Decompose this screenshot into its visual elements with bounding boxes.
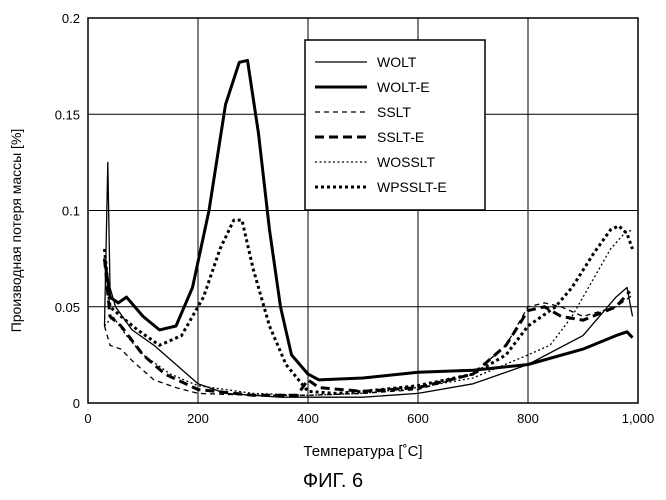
legend-label: SSLT	[377, 104, 411, 120]
legend-label: WOLT-E	[377, 79, 430, 95]
series-line-4	[105, 259, 630, 396]
chart: 0 200 400 600 800 1,000 0 0.05 0.1 0.15 0.2 Темпер…	[0, 0, 666, 465]
x-tick-label: 800	[517, 411, 539, 426]
x-tick-label: 600	[407, 411, 429, 426]
legend-label: WOLT	[377, 54, 417, 70]
y-tick-label: 0.1	[62, 204, 80, 219]
x-tick-label: 200	[187, 411, 209, 426]
legend-label: WOSSLT	[377, 154, 436, 170]
y-axis-label: Производная потеря массы [%]	[8, 129, 24, 333]
x-tick-label: 400	[297, 411, 319, 426]
x-tick-label: 1,000	[622, 411, 655, 426]
x-axis-label: Температура [˚C]	[303, 443, 422, 460]
figure-caption: ФИГ. 6	[0, 470, 666, 493]
y-tick-label: 0.2	[62, 11, 80, 26]
legend: WOLT WOLT-E SSLT SSLT-E WOSSLT WPSSLT-E	[305, 40, 485, 210]
y-tick-label: 0.15	[55, 107, 80, 122]
legend-label: WPSSLT-E	[377, 179, 447, 195]
x-tick-label: 0	[84, 411, 91, 426]
y-tick-label: 0.05	[55, 300, 80, 315]
y-tick-label: 0	[73, 396, 80, 411]
legend-label: SSLT-E	[377, 129, 424, 145]
